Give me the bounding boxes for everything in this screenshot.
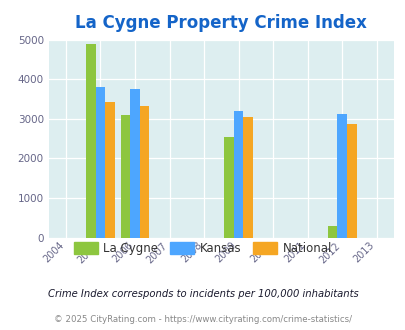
Bar [139, 106, 149, 238]
Bar [105, 102, 115, 238]
Bar [233, 111, 243, 238]
Legend: La Cygne, Kansas, National: La Cygne, Kansas, National [69, 237, 336, 260]
Bar [96, 87, 105, 238]
Bar [327, 226, 337, 238]
Bar [337, 114, 346, 238]
Title: La Cygne Property Crime Index: La Cygne Property Crime Index [75, 15, 366, 32]
Bar [130, 89, 139, 238]
Bar [120, 115, 130, 238]
Bar [346, 124, 356, 238]
Text: © 2025 CityRating.com - https://www.cityrating.com/crime-statistics/: © 2025 CityRating.com - https://www.city… [54, 315, 351, 324]
Text: Crime Index corresponds to incidents per 100,000 inhabitants: Crime Index corresponds to incidents per… [47, 289, 358, 299]
Bar [224, 137, 233, 238]
Bar [86, 44, 96, 238]
Bar [243, 117, 252, 238]
